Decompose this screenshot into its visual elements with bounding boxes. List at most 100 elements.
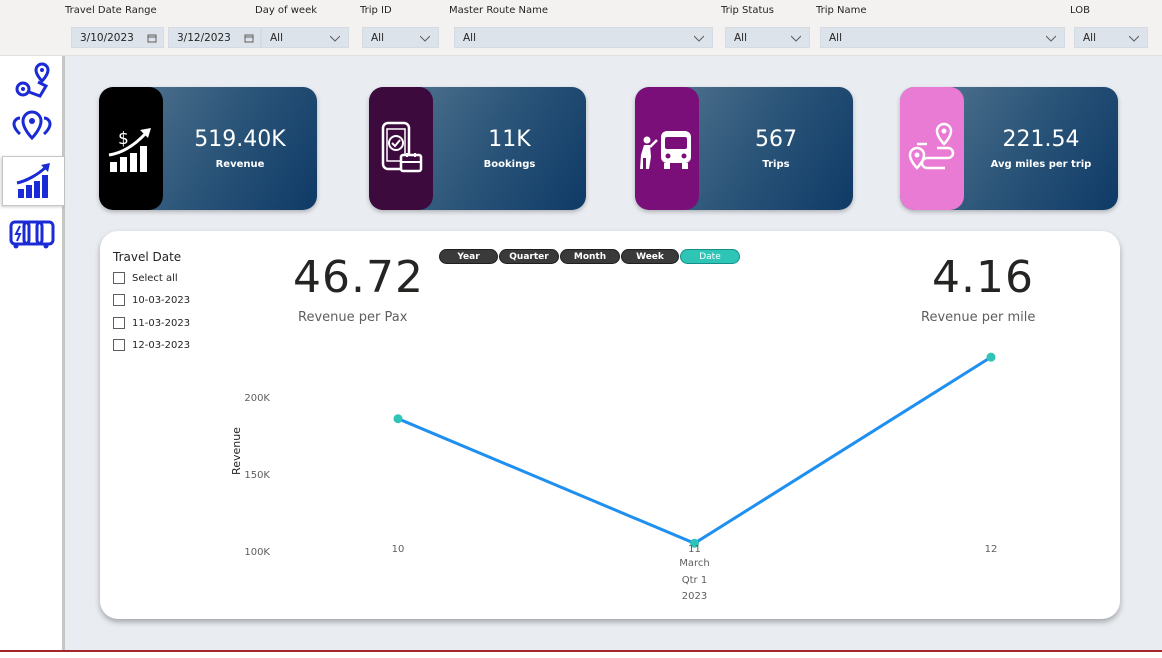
mobile-booking-icon [381,121,423,172]
lob-label: LOB [1070,5,1090,16]
kpi-card-revenue: $ 519.40K Revenue [99,87,317,210]
kpi-card-avg-miles: 221.54 Avg miles per trip [900,87,1118,210]
chevron-down-icon [420,35,430,42]
revenue-per-pax-label: Revenue per Pax [298,310,408,325]
master-route-name-value: All [463,31,477,44]
data-point [690,538,699,548]
chevron-down-icon [791,35,801,42]
travel-date-end-value: 3/12/2023 [177,31,231,44]
drill-week-button[interactable]: Week [621,249,679,264]
calendar-icon[interactable] [147,33,157,43]
location-pins-icon [12,110,52,141]
calendar-icon[interactable] [244,33,254,43]
data-point [393,414,403,424]
revenue-series-line [397,355,992,545]
trip-status-value: All [734,31,748,44]
slicer-item-date[interactable]: 12-03-2023 [113,338,190,352]
drill-month-button[interactable]: Month [560,249,620,264]
drill-quarter-button[interactable]: Quarter [499,249,559,264]
travel-date-start-value: 3/10/2023 [80,31,134,44]
master-route-name-label: Master Route Name [449,5,549,16]
bus-fleet-icon [9,220,55,249]
x-month-label: March [679,558,709,569]
kpi-card-trips: 567 Trips [635,87,853,210]
x-tick-label: 11 [688,544,701,555]
kpi-label: Revenue [215,159,265,170]
trip-id-value: All [371,31,385,44]
kpi-value: 519.40K [194,127,286,152]
revenue-per-pax-value: 46.72 [293,252,424,303]
drill-date-button[interactable]: Date [680,249,740,264]
kpi-icon-tile [635,87,699,210]
checkbox[interactable] [113,317,125,329]
checkbox[interactable] [113,339,125,351]
svg-text:$: $ [118,129,129,149]
slicer-item-label: 12-03-2023 [132,339,191,351]
kpi-label: Avg miles per trip [990,159,1092,170]
chevron-down-icon [330,35,340,42]
chevron-down-icon [1046,35,1056,42]
checkbox[interactable] [113,294,125,306]
y-axis-label: Revenue [230,427,243,475]
lob-dropdown[interactable]: All [1074,27,1148,48]
x-year-label: 2023 [682,591,707,602]
revenue-per-mile-label: Revenue per mile [921,310,1036,325]
filter-bar: Travel Date Range 3/10/2023 3/12/2023 Da… [0,0,1162,56]
slicer-item-select-all[interactable]: Select all [113,271,178,285]
trip-name-label: Trip Name [816,5,867,16]
route-map-icon [15,62,50,98]
kpi-icon-tile [369,87,433,210]
day-of-week-dropdown[interactable]: All [261,27,349,48]
nav-route-map-button[interactable] [4,58,60,102]
travel-date-start-input[interactable]: 3/10/2023 [71,27,164,48]
trip-name-dropdown[interactable]: All [820,27,1065,48]
trip-id-dropdown[interactable]: All [362,27,439,48]
y-tick-label: 200K [244,393,270,404]
kpi-icon-tile [900,87,964,210]
bottom-border [0,650,1162,652]
passenger-bus-icon [640,130,691,169]
revenue-growth-icon: $ [108,127,151,172]
day-of-week-label: Day of week [255,5,318,16]
kpi-value: 11K [488,127,531,152]
x-quarter-label: Qtr 1 [682,575,707,586]
data-point [986,352,996,362]
chevron-down-icon [694,35,704,42]
x-tick-label: 10 [392,544,405,555]
slicer-item-label: 10-03-2023 [132,294,191,306]
nav-revenue-growth-button[interactable] [2,156,64,206]
kpi-value: 221.54 [1002,127,1080,152]
travel-date-range-label: Travel Date Range [65,5,157,16]
slicer-item-label: Select all [132,272,178,284]
revenue-growth-icon [16,163,50,198]
revenue-line-chart: 100K 150K 200K Revenue 10 11 12 March Qtr 1 2023 [230,352,998,602]
y-tick-label: 150K [244,470,270,481]
kpi-label: Trips [762,159,790,170]
kpi-icon-tile: $ [99,87,163,210]
report-canvas: $ 519.40K Revenue [65,56,1162,650]
travel-date-end-input[interactable]: 3/12/2023 [168,27,261,48]
route-pins-icon [908,122,955,170]
x-tick-label: 12 [985,544,998,555]
trip-name-value: All [829,31,843,44]
revenue-per-mile-value: 4.16 [932,252,1034,303]
travel-date-slicer-title: Travel Date [113,250,182,264]
left-nav [0,56,65,652]
slicer-item-date[interactable]: 11-03-2023 [113,316,190,330]
lob-value: All [1083,31,1097,44]
nav-location-pins-button[interactable] [4,106,60,150]
trip-id-label: Trip ID [360,5,392,16]
revenue-panel: Travel Date Select all 10-03-2023 11-03-… [100,231,1120,619]
trip-status-dropdown[interactable]: All [725,27,810,48]
day-of-week-value: All [270,31,284,44]
slicer-item-date[interactable]: 10-03-2023 [113,293,190,307]
drill-year-button[interactable]: Year [439,249,498,264]
master-route-name-dropdown[interactable]: All [454,27,713,48]
kpi-card-bookings: 11K Bookings [369,87,586,210]
nav-bus-fleet-button[interactable] [4,212,60,256]
checkbox[interactable] [113,272,125,284]
kpi-value: 567 [755,127,797,152]
slicer-item-label: 11-03-2023 [132,317,191,329]
trip-status-label: Trip Status [721,5,774,16]
chevron-down-icon [1129,35,1139,42]
